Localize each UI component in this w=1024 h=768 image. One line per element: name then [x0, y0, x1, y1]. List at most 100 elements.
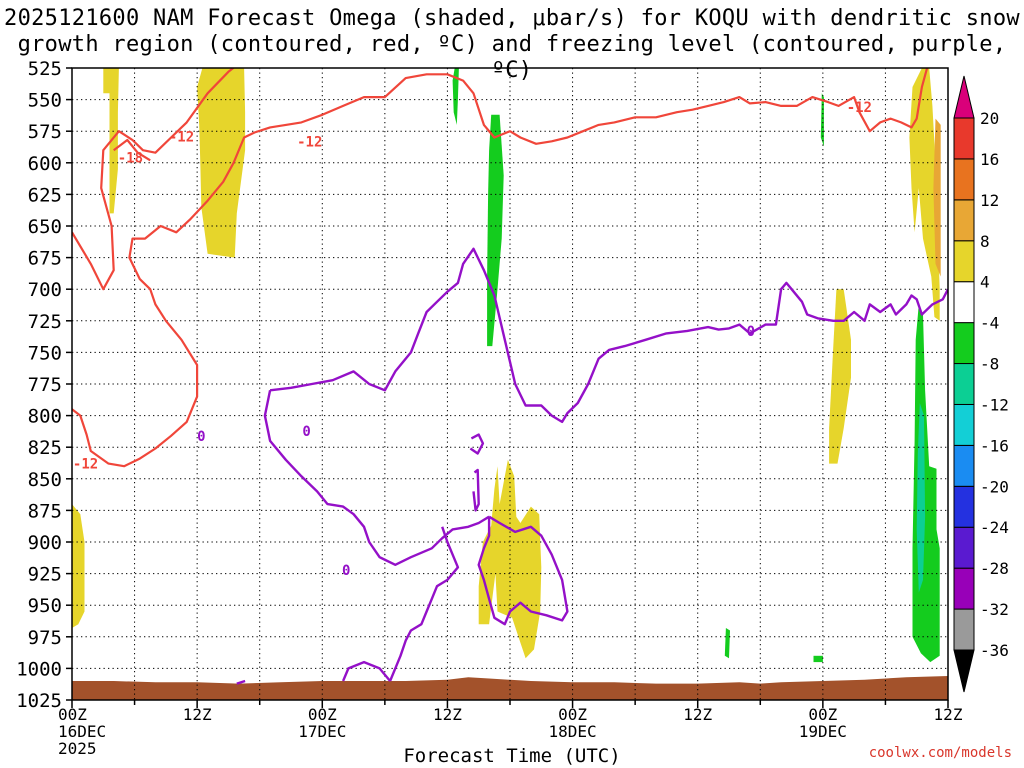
colorbar-segment	[953, 322, 975, 365]
dgz-contour-label: -18	[118, 151, 143, 167]
x-axis-title: Forecast Time (UTC)	[403, 745, 621, 767]
omega-region-8	[813, 655, 823, 663]
x-tick-label: 2025	[58, 739, 97, 758]
colorbar-segment	[953, 567, 975, 610]
freezing-isotherms	[236, 247, 948, 685]
colorbar-label: 4	[980, 273, 990, 292]
freezing-isotherm-1	[263, 390, 490, 566]
freezing-isotherm-6	[472, 468, 480, 512]
dgz-isotherm-2	[113, 138, 151, 162]
y-axis: 525 550 575 600 625 650 675 700 725 750 775 800 825 8…	[16, 58, 72, 712]
colorbar-segment	[953, 485, 975, 528]
colorbar-label: -36	[980, 641, 1009, 660]
colorbar-label: -12	[980, 395, 1009, 414]
colorbar-segment	[953, 403, 975, 446]
omega-shading	[72, 68, 941, 663]
x-tick-label: 17DEC	[298, 722, 346, 741]
freezing-contour-label: 0	[197, 429, 205, 445]
y-tick-label: 950	[28, 595, 62, 617]
y-tick-label: 525	[28, 58, 62, 80]
x-tick-label: 12Z	[433, 705, 462, 724]
x-tick-label: 00Z	[808, 705, 837, 724]
dgz-contour-label: -12	[297, 134, 322, 150]
colorbar-label: 16	[980, 150, 999, 169]
colorbar-segment	[953, 117, 975, 160]
omega-region-13	[916, 403, 926, 593]
x-tick-label: 16DEC	[58, 722, 106, 741]
y-tick-label: 850	[28, 469, 62, 491]
freezing-isotherm-7	[236, 679, 246, 685]
y-tick-label: 900	[28, 532, 62, 554]
y-tick-label: 1025	[16, 690, 62, 712]
x-tick-label: 19DEC	[799, 722, 847, 741]
freezing-isotherm-5	[469, 433, 485, 455]
colorbar-label: -16	[980, 436, 1009, 455]
colorbar-label: -24	[980, 518, 1009, 537]
omega-region-11	[933, 118, 941, 277]
colorbar-under-triangle	[953, 649, 975, 693]
x-tick-label: 00Z	[558, 705, 587, 724]
y-tick-label: 1000	[16, 658, 62, 680]
y-tick-label: 725	[28, 311, 62, 333]
freezing-isotherm-0	[269, 247, 948, 424]
freezing-contour-label: 0	[342, 563, 350, 579]
colorbar-segment	[953, 199, 975, 242]
freezing-contour-label: 0	[302, 424, 310, 440]
y-tick-label: 875	[28, 500, 62, 522]
omega-region-9	[829, 289, 851, 464]
colorbar-label: -28	[980, 559, 1009, 578]
dgz-isotherm-1	[72, 68, 929, 468]
y-tick-label: 675	[28, 248, 62, 270]
freezing-isotherm-3	[477, 515, 569, 626]
dgz-contour-label: -12	[169, 129, 194, 145]
y-tick-label: 750	[28, 342, 62, 364]
colorbar-label: -32	[980, 600, 1009, 619]
x-tick-label: 12Z	[183, 705, 212, 724]
terrain-fill	[72, 676, 948, 700]
freezing-contour-label: 0	[747, 324, 755, 340]
y-tick-label: 775	[28, 374, 62, 396]
y-tick-label: 700	[28, 279, 62, 301]
contour-labels: -18 -12 -12 -12 -12 0 0 0 0	[73, 100, 872, 579]
y-tick-label: 925	[28, 564, 62, 586]
colorbar-segment	[953, 240, 975, 283]
colorbar-segment	[953, 363, 975, 405]
dgz-contour-label: -12	[73, 457, 98, 473]
y-tick-label: 825	[28, 437, 62, 459]
dgz-contour-label: -12	[847, 100, 872, 116]
x-tick-label: 12Z	[934, 705, 963, 724]
omega-region-3	[452, 68, 459, 125]
omega-region-6	[724, 628, 730, 659]
dgz-isotherms	[72, 68, 929, 468]
colorbar-label: 8	[980, 232, 990, 251]
colorbar-segment	[953, 608, 975, 651]
omega-region-2	[72, 504, 85, 628]
y-tick-label: 625	[28, 184, 62, 206]
colorbar-segment	[953, 444, 975, 487]
x-tick-label: 18DEC	[548, 722, 596, 741]
freezing-isotherm-4	[341, 660, 392, 682]
colorbar-label: -4	[980, 314, 999, 333]
colorbar-over-triangle	[953, 75, 975, 119]
omega-region-4	[487, 114, 504, 347]
colorbar-segment	[953, 281, 975, 324]
y-tick-label: 600	[28, 153, 62, 175]
colorbar-segment	[953, 158, 975, 201]
colorbar-label: -20	[980, 477, 1009, 496]
y-tick-label: 550	[28, 90, 62, 112]
omega-region-7	[820, 93, 824, 147]
colorbar-label: -8	[980, 355, 999, 374]
y-tick-label: 800	[28, 406, 62, 428]
source-credit: coolwx.com/models	[868, 745, 1012, 761]
dgz-isotherm-0	[72, 68, 281, 291]
y-tick-label: 975	[28, 627, 62, 649]
omega-region-12	[912, 304, 940, 663]
chart-title-line-2: growth region (contoured, red, ºC) and f…	[17, 32, 1007, 83]
freezing-isotherm-2	[388, 526, 460, 682]
x-tick-label: 00Z	[58, 705, 87, 724]
x-tick-label: 12Z	[683, 705, 712, 724]
colorbar-label: 20	[980, 109, 999, 128]
y-tick-label: 575	[28, 121, 62, 143]
colorbar-label: 12	[980, 191, 999, 210]
